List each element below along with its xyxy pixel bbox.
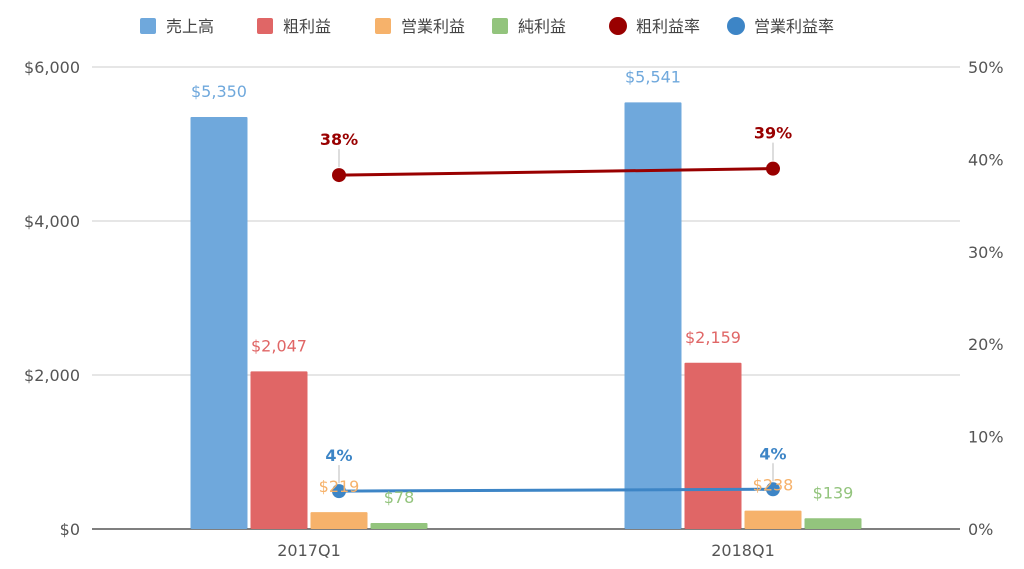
bar bbox=[624, 102, 682, 529]
left-tick-label: $0 bbox=[60, 520, 80, 539]
legend-label: 営業利益 bbox=[401, 17, 465, 36]
data-label: $2,047 bbox=[251, 336, 307, 355]
data-label: $78 bbox=[384, 488, 415, 507]
legend-label: 売上高 bbox=[166, 17, 214, 36]
x-axis: 2017Q1 2018Q1 bbox=[277, 541, 775, 560]
line-point bbox=[766, 161, 780, 176]
left-axis: $0 $2,000 $4,000 $6,000 bbox=[24, 58, 80, 539]
data-label: 4% bbox=[325, 446, 352, 465]
left-tick-label: $2,000 bbox=[24, 366, 80, 385]
bar-series bbox=[190, 102, 862, 530]
line-point bbox=[332, 484, 346, 499]
bar bbox=[310, 512, 368, 529]
data-label: $139 bbox=[813, 483, 854, 502]
series-line bbox=[338, 487, 774, 493]
data-label: $219 bbox=[319, 477, 360, 496]
left-tick-label: $6,000 bbox=[24, 58, 80, 77]
data-label: 38% bbox=[320, 130, 358, 149]
series-line bbox=[338, 167, 774, 177]
right-tick-label: 10% bbox=[968, 428, 1004, 447]
right-tick-label: 20% bbox=[968, 335, 1004, 354]
bar bbox=[744, 510, 802, 529]
left-tick-label: $4,000 bbox=[24, 212, 80, 231]
line-point bbox=[766, 482, 780, 497]
right-tick-label: 0% bbox=[968, 520, 993, 539]
legend-swatch bbox=[140, 18, 156, 34]
bar bbox=[804, 518, 862, 529]
legend-swatch bbox=[257, 18, 273, 34]
legend-label: 純利益 bbox=[518, 17, 566, 36]
data-label: 4% bbox=[759, 444, 786, 463]
legend: 売上高 粗利益 営業利益 純利益 粗利益率 営業利益率 bbox=[140, 17, 834, 36]
bar bbox=[370, 522, 428, 529]
right-tick-label: 30% bbox=[968, 243, 1004, 262]
data-label: 39% bbox=[754, 124, 792, 143]
right-tick-label: 40% bbox=[968, 150, 1004, 169]
legend-swatch bbox=[375, 18, 391, 34]
bar bbox=[684, 362, 742, 529]
legend-swatch bbox=[492, 18, 508, 34]
data-label: $5,350 bbox=[191, 82, 247, 101]
line-point bbox=[332, 168, 346, 183]
legend-swatch bbox=[609, 17, 627, 35]
right-axis: 0% 10% 20% 30% 40% 50% bbox=[968, 58, 1004, 539]
data-label: $5,541 bbox=[625, 67, 681, 86]
bar bbox=[190, 117, 248, 530]
legend-label: 粗利益 bbox=[283, 17, 331, 36]
line-series bbox=[332, 142, 780, 499]
data-labels: $5,350 $5,541 $2,047 $2,159 $219 $238 $78 $139 3… bbox=[191, 67, 853, 507]
x-tick-label: 2017Q1 bbox=[277, 541, 341, 560]
right-tick-label: 50% bbox=[968, 58, 1004, 77]
data-label: $238 bbox=[753, 476, 794, 495]
legend-label: 粗利益率 bbox=[636, 17, 700, 36]
legend-swatch bbox=[727, 17, 745, 35]
bar bbox=[250, 371, 308, 529]
data-label: $2,159 bbox=[685, 328, 741, 347]
x-tick-label: 2018Q1 bbox=[711, 541, 775, 560]
legend-label: 営業利益率 bbox=[754, 17, 834, 36]
